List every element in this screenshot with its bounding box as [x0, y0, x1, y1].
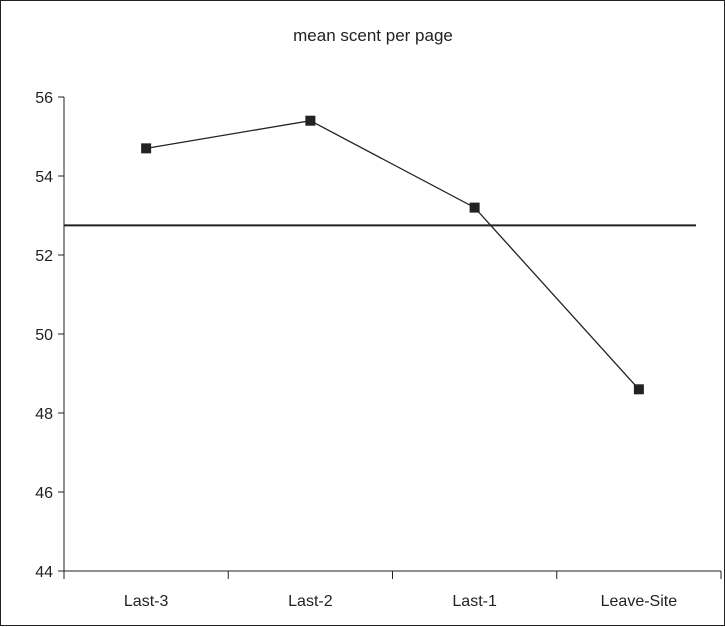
- y-tick-label: 56: [35, 90, 53, 107]
- chart-title: mean scent per page: [293, 26, 453, 45]
- data-point-leave-site: [633, 384, 644, 395]
- y-axis: 44 46 48 50 52 54 56: [35, 90, 65, 581]
- series-line: [146, 120, 640, 390]
- x-axis: Last-3 Last-2 Last-1 Leave-Site: [63, 570, 722, 610]
- y-tick-label: 48: [35, 406, 53, 423]
- y-tick-label: 46: [35, 485, 53, 502]
- series-group: [141, 115, 644, 395]
- y-tick-label: 50: [35, 327, 53, 344]
- data-point-last-3: [141, 143, 152, 154]
- data-point-last-1: [469, 202, 480, 213]
- y-tick-label: 54: [35, 169, 53, 186]
- x-tick-label: Leave-Site: [601, 593, 678, 610]
- x-tick-label: Last-1: [452, 593, 497, 610]
- data-point-last-2: [305, 115, 316, 126]
- y-tick-label: 52: [35, 248, 53, 265]
- x-tick-label: Last-3: [124, 593, 169, 610]
- y-tick-label: 44: [35, 564, 53, 581]
- x-tick-label: Last-2: [288, 593, 333, 610]
